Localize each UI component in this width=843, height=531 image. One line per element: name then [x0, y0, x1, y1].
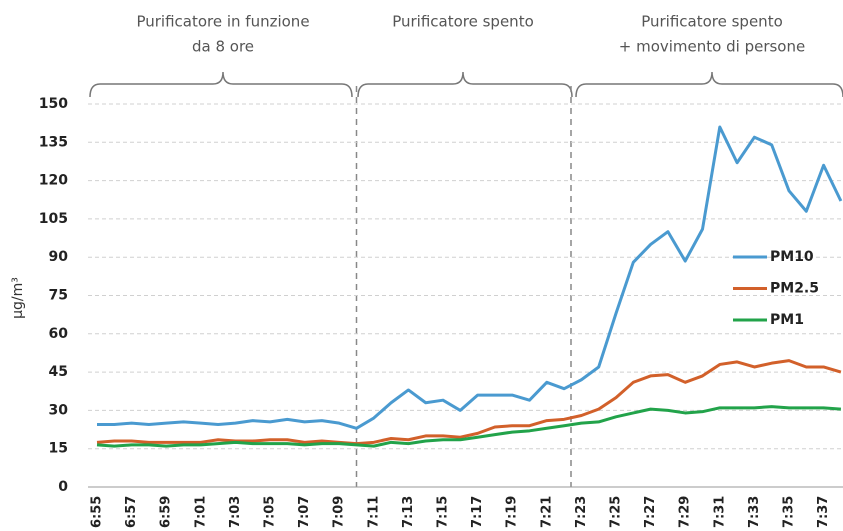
- brace: [89, 71, 353, 98]
- braces: [89, 71, 843, 98]
- annotation: + movimento di persone: [619, 38, 805, 56]
- x-tick-label: 7:07: [297, 496, 312, 528]
- x-tick-label: 7:21: [539, 496, 554, 528]
- brace: [357, 71, 573, 98]
- x-tick-label: 6:57: [124, 496, 139, 528]
- x-tick-label: 7:25: [609, 496, 624, 528]
- y-tick-label: 15: [49, 441, 68, 457]
- x-tick-label: 7:19: [505, 496, 520, 528]
- series-line: [97, 125, 843, 430]
- x-tick-label: 7:27: [643, 496, 658, 528]
- y-tick-label: 90: [49, 249, 69, 265]
- y-tick-label: 75: [49, 288, 68, 304]
- x-tick-label: 7:15: [436, 496, 451, 528]
- series-line: [96, 359, 842, 446]
- x-tick-label: 7:35: [782, 496, 797, 528]
- x-tick-label: 7:29: [678, 496, 693, 528]
- y-tick-label: 30: [49, 402, 69, 418]
- x-tick-label: 7:03: [228, 496, 243, 528]
- x-tick-label: 6:55: [90, 496, 105, 528]
- annotation: Purificatore in funzione: [136, 13, 309, 31]
- x-tick-label: 7:23: [574, 496, 589, 528]
- x-tick-label: 7:17: [470, 496, 485, 528]
- y-tick-label: 60: [49, 326, 69, 342]
- y-tick-label: 45: [49, 364, 68, 380]
- x-tick-label: 7:11: [366, 496, 381, 528]
- y-tick-label: 0: [58, 479, 68, 495]
- x-tick-label: 7:09: [332, 496, 347, 528]
- x-tick-label: 7:33: [747, 496, 762, 528]
- x-tick-label: 7:13: [401, 496, 416, 528]
- y-tick-label: 105: [39, 211, 68, 227]
- annotation: da 8 ore: [192, 38, 254, 56]
- y-tick-label: 135: [39, 134, 68, 150]
- x-tick-label: 7:31: [712, 496, 727, 528]
- brace: [575, 71, 843, 98]
- annotation: Purificatore spento: [641, 13, 783, 31]
- legend-label: PM1: [770, 312, 804, 328]
- y-tick-label: 150: [39, 96, 68, 112]
- x-tick-label: 7:01: [193, 496, 208, 528]
- annotation: Purificatore spento: [392, 13, 534, 31]
- y-tick-label: 120: [39, 173, 68, 189]
- x-tick-label: 6:59: [159, 496, 174, 528]
- y-axis-label: µg/m³: [10, 277, 26, 319]
- series-line: [96, 405, 842, 448]
- legend-label: PM2.5: [770, 281, 819, 297]
- x-tick-label: 7:05: [263, 496, 278, 528]
- x-tick-label: 7:37: [816, 496, 831, 528]
- legend-label: PM10: [770, 249, 814, 265]
